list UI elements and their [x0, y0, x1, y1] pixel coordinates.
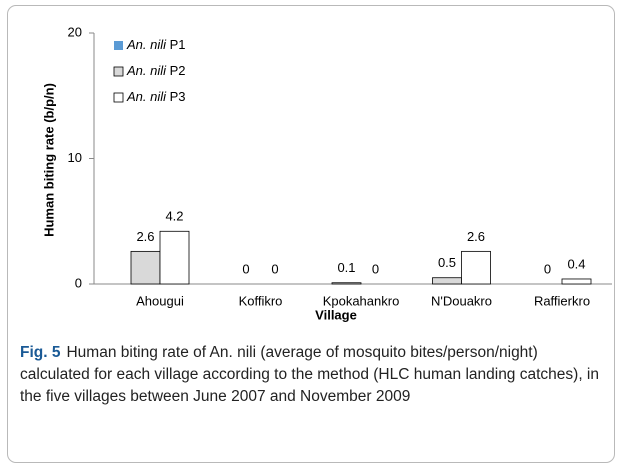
bar	[461, 250, 491, 285]
x-tick-label: Ahougui	[136, 293, 184, 308]
value-label: 0.1	[337, 260, 355, 275]
chart: Human biting rate (b/p/n) Village 0 10 20 A…	[41, 24, 612, 322]
legend-label: An. nili P1	[126, 37, 186, 52]
y-tick-label: 20	[68, 24, 82, 39]
y-tick-label: 0	[75, 275, 82, 290]
caption-text: Human biting rate of An. nili (average o…	[20, 344, 599, 405]
y-axis-label: Human biting rate (b/p/n)	[41, 83, 56, 237]
bar	[561, 278, 592, 285]
value-label: 0.4	[567, 256, 585, 271]
y-tick-label: 10	[68, 150, 82, 165]
legend-label: An. nili P2	[126, 63, 186, 78]
value-label: 0	[544, 261, 551, 276]
value-label: 4.2	[165, 209, 183, 224]
x-tick-label: Koffikro	[239, 293, 283, 308]
x-tick-label: N'Douakro	[431, 293, 492, 308]
x-tick-label: Raffierkro	[534, 293, 590, 308]
value-label: 0	[372, 261, 379, 276]
value-label: 0	[271, 261, 278, 276]
legend-label: An. nili P3	[126, 89, 186, 104]
bar	[432, 277, 462, 285]
value-label: 2.6	[136, 229, 154, 244]
value-label: 0.5	[438, 255, 456, 270]
x-tick-label: Kpokahankro	[323, 293, 400, 308]
legend-swatch	[113, 66, 124, 77]
bar	[331, 282, 362, 285]
x-axis-label: Village	[315, 307, 357, 322]
caption: Fig. 5 Human biting rate of An. nili (ave…	[20, 342, 610, 408]
value-label: 2.6	[467, 229, 485, 244]
caption-label: Fig. 5	[20, 344, 61, 361]
legend-swatch	[113, 92, 124, 103]
bar	[159, 230, 190, 285]
value-label: 0	[242, 261, 249, 276]
frame	[7, 5, 615, 463]
bar	[130, 250, 161, 285]
legend-swatch	[114, 41, 123, 50]
